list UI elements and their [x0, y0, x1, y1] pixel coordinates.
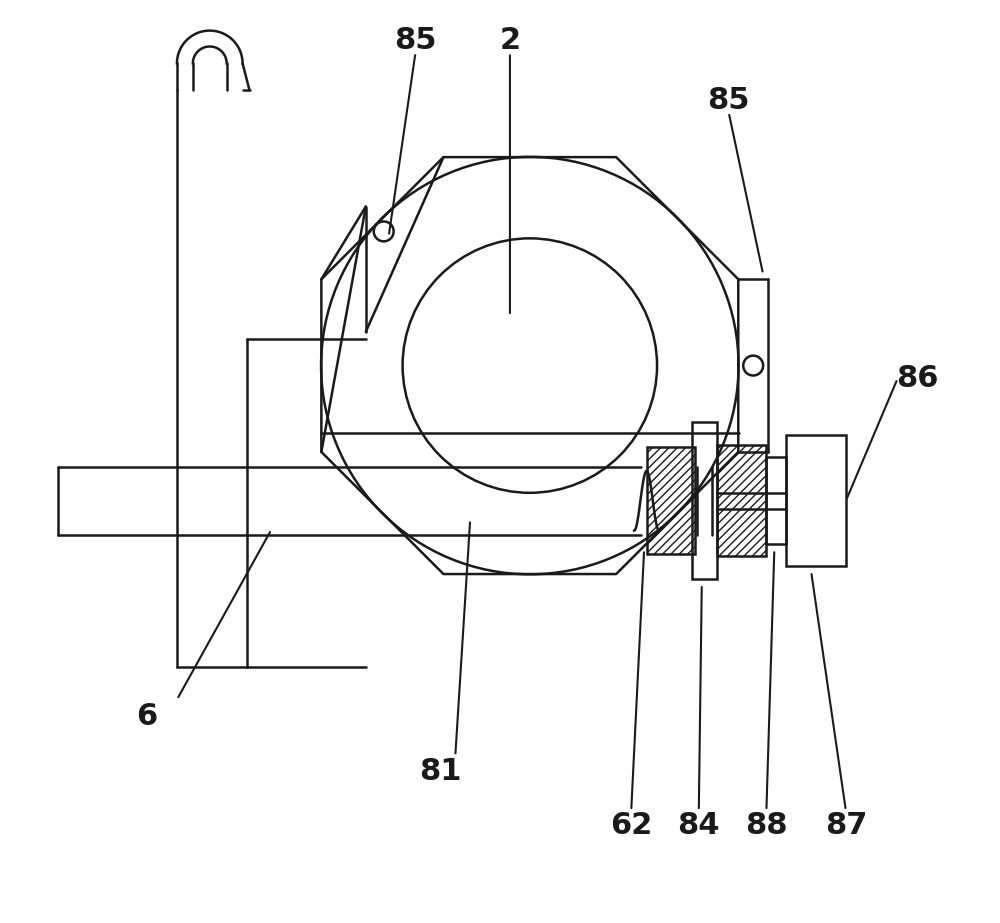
Bar	[647, 447, 695, 555]
Text: 88: 88	[745, 811, 788, 840]
Text: 6: 6	[137, 702, 158, 731]
Text: 87: 87	[825, 811, 867, 840]
Text: 2: 2	[499, 26, 521, 55]
Bar	[766, 457, 786, 545]
Text: 85: 85	[394, 26, 437, 55]
Text: 86: 86	[896, 364, 939, 393]
Bar	[786, 435, 846, 567]
Text: 85: 85	[707, 86, 750, 114]
Text: 81: 81	[419, 757, 462, 785]
Bar	[717, 445, 766, 557]
Text: 62: 62	[610, 811, 652, 840]
Bar	[692, 422, 717, 580]
Text: 84: 84	[678, 811, 720, 840]
